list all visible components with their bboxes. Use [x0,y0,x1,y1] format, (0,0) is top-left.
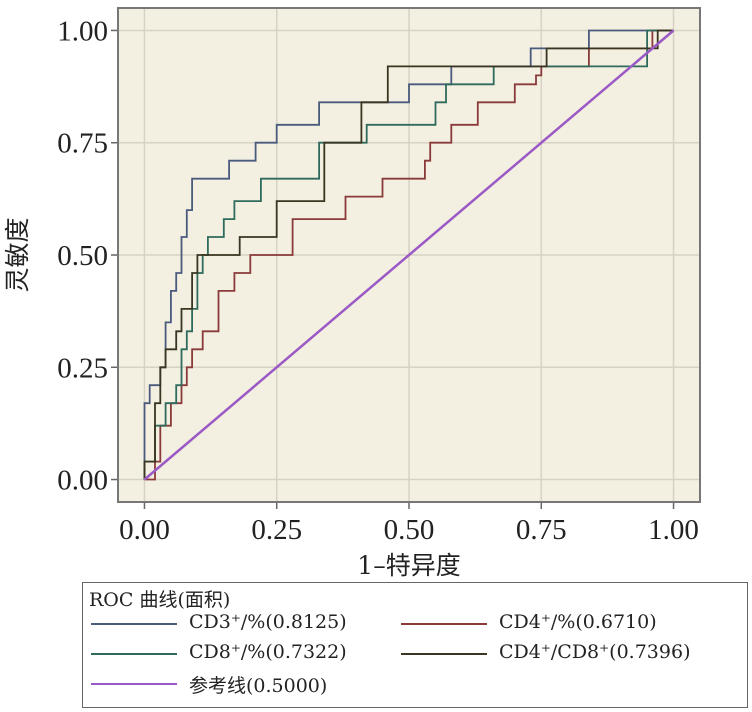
legend-swatch [401,653,487,655]
legend-swatch [91,683,177,685]
y-axis-title: 灵敏度 [3,217,32,292]
y-tick-labels: 0.00 0.25 0.50 0.75 1.00 [57,15,118,497]
y-tick-label: 0.00 [57,465,108,497]
y-tick-label: 0.25 [57,352,108,384]
x-tick-labels: 0.00 0.25 0.50 0.75 1.00 [119,502,699,546]
x-tick-label: 0.50 [384,514,435,546]
series-line-4 [143,29,675,481]
x-tick-label: 0.25 [251,514,302,546]
legend-label: CD3⁺/%(0.8125) [189,611,347,633]
series-lines [143,29,675,481]
legend-swatch [91,653,177,655]
series-line-1 [144,29,674,481]
plot-frame [117,7,701,503]
legend-swatch [91,623,177,625]
series-line-3 [143,29,674,480]
x-axis-title: 1–特异度 [357,551,460,580]
y-tick-label: 0.75 [57,128,108,160]
y-tick-label: 1.00 [57,15,108,47]
legend-label: 参考线(0.5000) [189,675,328,697]
legend-label: CD4⁺/%(0.6710) [499,611,657,633]
legend: ROC 曲线(面积) CD3⁺/%(0.8125) CD4⁺/%(0.6710) C… [82,582,748,708]
x-tick-label: 0.75 [516,514,567,546]
x-tick-label: 0.00 [119,514,170,546]
legend-label: CD8⁺/%(0.7322) [189,641,347,663]
x-tick-label: 1.00 [648,514,699,546]
legend-title: ROC 曲线(面积) [89,589,231,611]
roc-chart: 0.00 0.25 0.50 0.75 1.00 0.00 0.25 0.50 0.75 1.0… [3,7,701,580]
y-tick-label: 0.50 [57,240,108,272]
legend-swatch [401,623,487,625]
legend-label: CD4⁺/CD8⁺(0.7396) [499,641,691,663]
series-line-2 [143,29,674,480]
